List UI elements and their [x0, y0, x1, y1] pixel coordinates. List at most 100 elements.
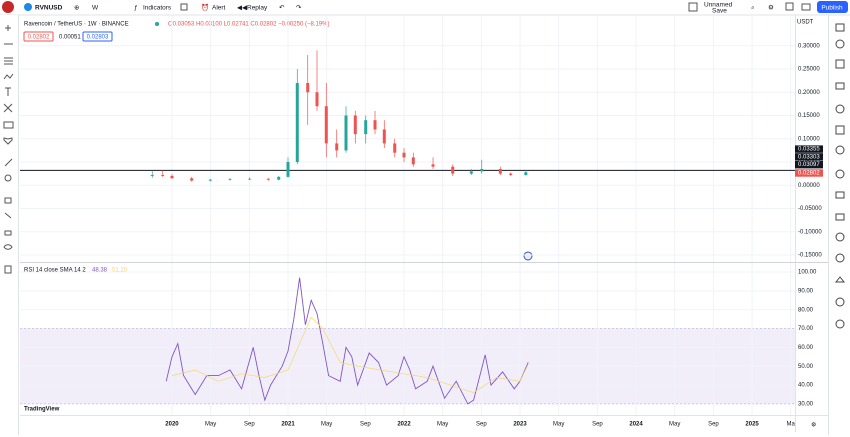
buy-box[interactable]: [82, 31, 113, 42]
search[interactable]: ⌕: [751, 5, 755, 12]
sell-box[interactable]: [23, 31, 54, 42]
save-label[interactable]: Save: [712, 8, 727, 15]
alert[interactable]: Alert: [212, 5, 226, 12]
zoom-tool[interactable]: [4, 174, 12, 182]
snapshot[interactable]: [801, 3, 811, 11]
messages[interactable]: [835, 213, 845, 221]
publish-button[interactable]: [817, 1, 848, 13]
legend-value: 51.20: [112, 268, 128, 274]
text-tool[interactable]: [5, 87, 11, 96]
candle-body: [469, 171, 473, 174]
candle-body: [315, 92, 319, 107]
publish[interactable]: Publish: [821, 5, 843, 12]
price-tag: [795, 153, 823, 161]
price-tag-label: 0.03303: [798, 154, 820, 160]
x-tick-label: Ma: [787, 422, 796, 428]
replay[interactable]: Replay: [247, 5, 268, 12]
ruler-tool[interactable]: [4, 158, 13, 167]
options[interactable]: [835, 319, 845, 329]
candle-body: [524, 172, 528, 176]
templates[interactable]: [180, 3, 188, 11]
x-tick-label: 2023: [513, 422, 527, 428]
redo[interactable]: ↷: [296, 5, 302, 12]
spread: 0.00051: [59, 35, 81, 41]
drawing-tools: [3, 25, 14, 274]
price-tag-label: 0.02802: [798, 170, 820, 176]
layout-name[interactable]: Unnamed: [704, 2, 733, 9]
streams[interactable]: [835, 169, 845, 179]
hotlists[interactable]: [835, 232, 845, 242]
notifications[interactable]: [834, 276, 846, 283]
alerts-panel[interactable]: [835, 39, 845, 49]
watchlist[interactable]: [835, 23, 845, 32]
candle-body: [431, 164, 435, 167]
x-tick-label: 2022: [397, 422, 411, 428]
top-bar: [0, 0, 850, 15]
x-tick-label: May: [321, 422, 332, 428]
indicators[interactable]: Indicators: [143, 5, 172, 12]
price-tag: [795, 145, 823, 153]
replay-icon: ◀◀: [237, 5, 248, 12]
price-tag: [795, 169, 823, 177]
candle-body: [170, 175, 174, 179]
candle-body: [498, 168, 502, 174]
magnet-tool[interactable]: [4, 197, 12, 204]
lock-tool[interactable]: [4, 230, 12, 236]
screener[interactable]: [835, 125, 845, 135]
broadcast[interactable]: [835, 253, 845, 263]
settings[interactable]: ⚙: [768, 4, 774, 12]
prediction-tool[interactable]: [3, 103, 13, 113]
pattern-tool[interactable]: [3, 73, 14, 80]
hide-tool[interactable]: [3, 244, 13, 250]
calendar[interactable]: [835, 104, 845, 114]
y-tick-label: 80.00: [798, 307, 814, 313]
candle-body: [393, 143, 397, 153]
favorites-tool[interactable]: [3, 137, 13, 145]
buy-price[interactable]: 0.02803: [87, 35, 109, 41]
y-tick-label: -0.15000: [798, 253, 822, 259]
undo[interactable]: ↶: [279, 5, 285, 12]
help[interactable]: [835, 297, 845, 307]
news[interactable]: [835, 82, 845, 90]
event-marker[interactable]: [523, 251, 533, 261]
x-tick-label: Sep: [476, 422, 487, 428]
legend-title: Ravencoin / TetherUS · 1W · BINANCE: [24, 22, 129, 28]
y-tick-label: 90.00: [798, 288, 814, 294]
interval[interactable]: W: [92, 5, 99, 12]
symbol[interactable]: RVNUSD: [35, 5, 63, 12]
fib-tool[interactable]: [4, 57, 13, 65]
x-tick-label: 2021: [281, 422, 295, 428]
candle-body: [509, 173, 513, 176]
price-axis-unit[interactable]: USDT: [797, 20, 814, 26]
x-tick-label: Sep: [592, 422, 603, 428]
market-status: [155, 22, 159, 26]
y-tick-label: 0.20000: [798, 90, 820, 96]
candle-body: [150, 175, 154, 176]
fullscreen[interactable]: [785, 2, 794, 11]
measure-tool[interactable]: [3, 121, 14, 129]
y-tick-label: 70.00: [798, 326, 814, 332]
legend-value: 48.38: [92, 268, 108, 274]
trash-tool[interactable]: [4, 265, 12, 274]
stay-drawing[interactable]: [4, 212, 12, 219]
cross-tool[interactable]: [5, 25, 11, 31]
layout-icon[interactable]: [688, 2, 698, 12]
y-tick-label: -0.05000: [798, 206, 822, 212]
x-tick-label: Sep: [708, 422, 719, 428]
y-tick-label: 100.00: [798, 270, 817, 276]
legend-ohlc: O0.03053 H0.03100 L0.02741 C0.02802 −0.0…: [168, 22, 329, 28]
axis-settings[interactable]: ⚙: [811, 422, 816, 429]
sell-price[interactable]: 0.02802: [28, 35, 50, 41]
avatar[interactable]: [2, 1, 14, 13]
ideas[interactable]: [835, 145, 845, 155]
data-window[interactable]: [835, 59, 845, 69]
x-tick-label: 2020: [165, 422, 179, 428]
candle-body: [451, 166, 455, 174]
chats[interactable]: [835, 191, 845, 199]
y-tick-label: 50.00: [798, 364, 814, 370]
rsi-line: [171, 316, 529, 393]
compare[interactable]: ⊕: [74, 5, 80, 12]
alert-icon: ⏰: [201, 3, 209, 12]
